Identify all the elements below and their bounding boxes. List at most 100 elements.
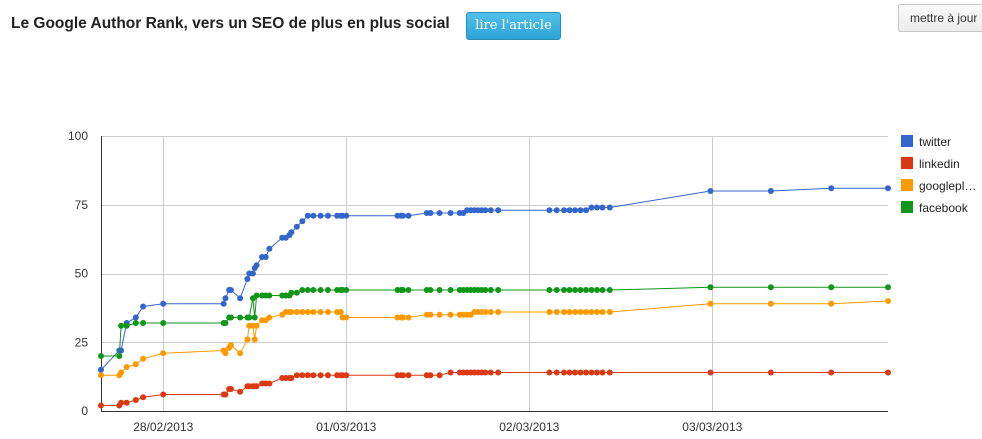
data-point [482, 309, 489, 315]
data-point [288, 309, 295, 315]
data-point [885, 284, 891, 291]
data-point [767, 369, 774, 376]
data-point [482, 207, 489, 214]
data-point [828, 369, 835, 376]
data-point [160, 350, 167, 357]
data-point [599, 369, 606, 376]
data-point [237, 314, 244, 321]
data-point [227, 287, 234, 293]
data-point [317, 212, 324, 219]
data-point [495, 287, 502, 293]
data-point [132, 314, 139, 321]
data-point [293, 372, 300, 379]
data-point [599, 204, 606, 211]
data-point [98, 366, 104, 373]
data-point [828, 300, 835, 307]
data-point [118, 369, 125, 376]
data-point [237, 388, 244, 395]
data-point [553, 309, 560, 315]
data-point [767, 188, 774, 194]
x-tick-label: 01/03/2013 [316, 420, 376, 434]
data-point [566, 207, 573, 214]
data-point [606, 309, 613, 315]
data-point [572, 309, 579, 315]
data-point [546, 309, 553, 315]
data-point [299, 218, 306, 225]
data-point [251, 314, 258, 321]
data-point [244, 276, 251, 282]
data-point [436, 287, 443, 293]
legend-swatch [901, 179, 913, 191]
data-point [324, 287, 331, 293]
x-tick-label: 03/03/2013 [682, 420, 742, 434]
data-point [495, 309, 502, 315]
chart-series [98, 185, 891, 409]
data-point [310, 287, 317, 293]
data-point [577, 207, 584, 214]
data-point [123, 399, 130, 406]
data-point [885, 298, 891, 304]
data-point [707, 300, 714, 307]
series-line [101, 372, 888, 406]
data-point [266, 245, 273, 252]
data-point [116, 353, 123, 359]
data-point [828, 284, 835, 291]
data-point [399, 287, 406, 293]
data-point [118, 399, 125, 406]
data-point [553, 207, 560, 214]
data-point [599, 287, 606, 293]
data-point [399, 372, 406, 379]
data-point [246, 314, 253, 321]
data-point [487, 287, 494, 293]
data-point [237, 295, 244, 302]
data-point [118, 322, 125, 329]
data-point [317, 372, 324, 379]
data-point [140, 355, 147, 362]
y-tick-label: 100 [68, 129, 88, 143]
data-point [553, 287, 560, 293]
update-button[interactable]: mettre à jour [898, 4, 982, 32]
data-point [707, 188, 714, 194]
data-point [606, 369, 613, 376]
data-point [495, 369, 502, 376]
x-tick-label: 28/02/2013 [133, 420, 193, 434]
data-point [293, 223, 300, 230]
data-point [588, 287, 595, 293]
data-point [487, 207, 494, 214]
data-point [140, 320, 147, 326]
legend-label: linkedin [919, 157, 960, 171]
legend-label: facebook [919, 201, 969, 215]
data-point [399, 212, 406, 219]
data-point [767, 284, 774, 291]
data-point [583, 369, 590, 376]
data-point [160, 391, 167, 398]
data-point [132, 320, 139, 326]
x-tick-label: 02/03/2013 [499, 420, 559, 434]
read-article-button[interactable]: lire l'article [466, 12, 561, 40]
data-point [436, 311, 443, 318]
data-point [324, 212, 331, 219]
data-point [828, 185, 835, 192]
series-0 [98, 185, 891, 373]
data-point [262, 254, 269, 260]
data-point [227, 386, 234, 392]
data-point [561, 287, 568, 293]
data-point [237, 350, 244, 357]
data-point [222, 295, 229, 302]
data-point [324, 372, 331, 379]
data-point [310, 212, 317, 219]
data-point [222, 350, 229, 357]
data-point [583, 309, 590, 315]
data-point [140, 303, 147, 310]
data-point [885, 369, 891, 376]
data-point [588, 204, 595, 211]
data-point [98, 372, 104, 379]
data-point [427, 372, 434, 379]
data-point [566, 287, 573, 293]
data-point [599, 309, 606, 315]
data-point [98, 402, 104, 409]
data-point [317, 287, 324, 293]
data-point [436, 210, 443, 216]
data-point [561, 207, 568, 214]
data-point [495, 207, 502, 214]
